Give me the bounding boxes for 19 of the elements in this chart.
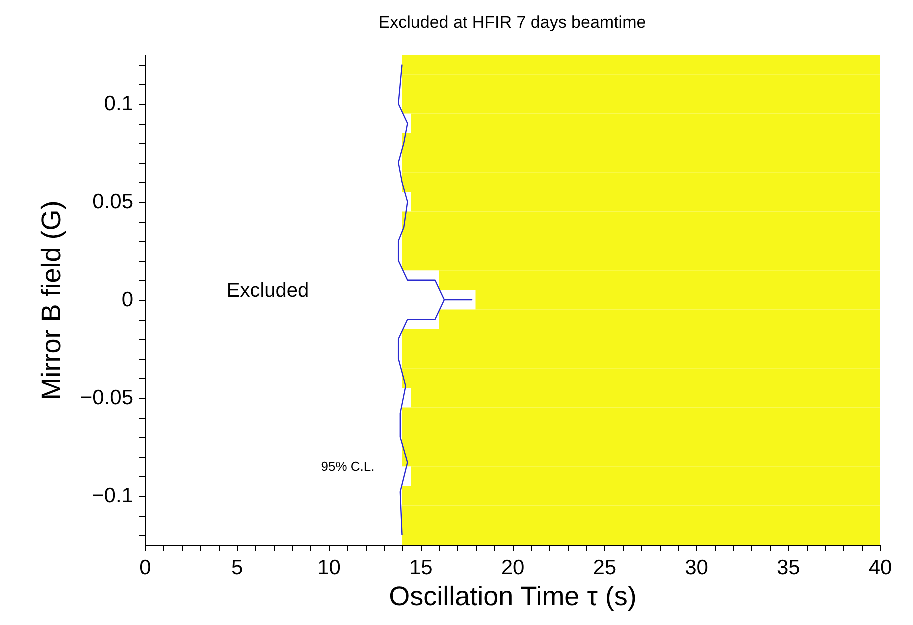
x-tick-label: 30 [685,556,708,580]
x-tick-label: 5 [232,556,244,580]
annotation: Excluded [226,280,310,302]
x-tick-label: 25 [593,556,617,580]
y-tick-label: 0.1 [104,92,134,116]
x-axis-title: Oscillation Time τ (s) [389,582,637,612]
x-tick-label: 15 [409,556,433,580]
y-tick-label: 0 [122,288,134,312]
y-tick-label: −0.1 [92,484,134,508]
y-axis-title: Mirror B field (G) [36,200,66,400]
x-tick-label: 40 [868,556,892,580]
y-tick-label: 0.05 [92,190,134,214]
x-tick-label: 10 [318,556,341,580]
x-tick-label: 20 [501,556,525,580]
x-tick-label: 0 [140,556,152,580]
y-tick-label: −0.05 [80,386,134,410]
chart-title: Excluded at HFIR 7 days beamtime [378,12,646,32]
x-tick-label: 35 [776,556,800,580]
annotation: 95% C.L. [321,459,375,474]
